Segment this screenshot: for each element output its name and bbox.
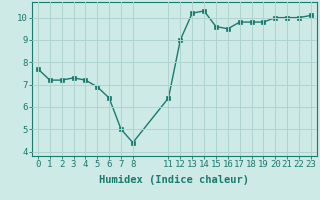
X-axis label: Humidex (Indice chaleur): Humidex (Indice chaleur) <box>100 175 249 185</box>
